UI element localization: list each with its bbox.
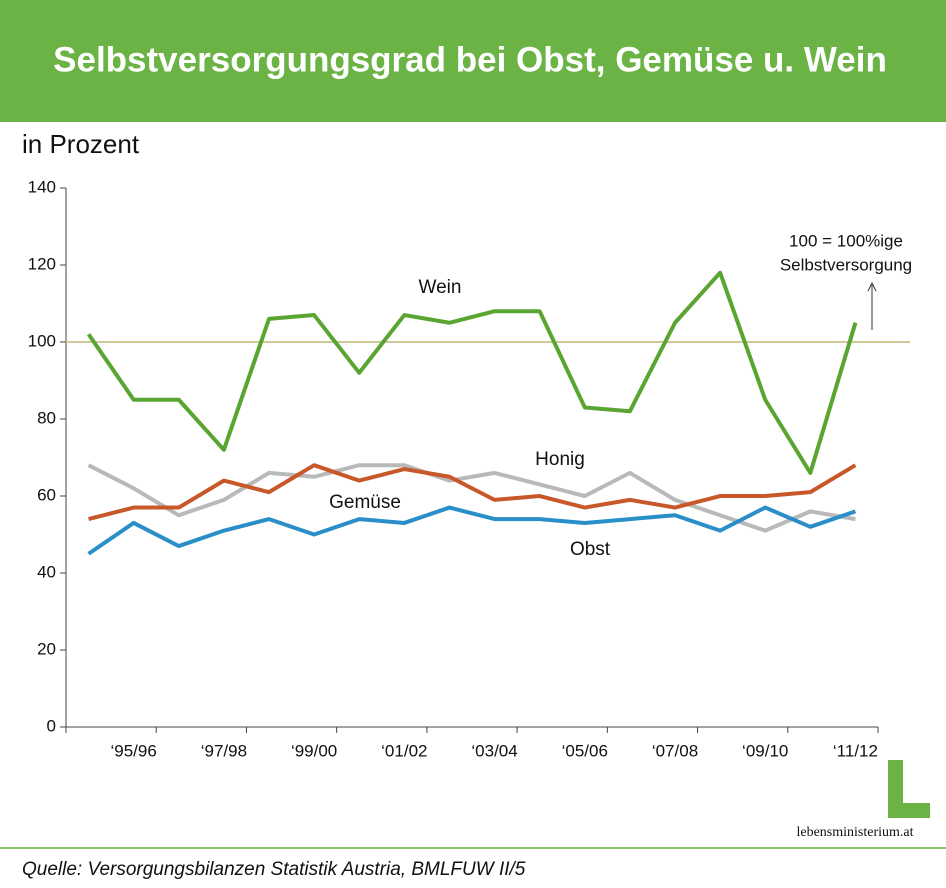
y-tick-label: 140 xyxy=(28,177,56,196)
subtitle: in Prozent xyxy=(22,129,140,159)
y-tick-label: 40 xyxy=(37,562,56,581)
logo-mark xyxy=(888,803,930,818)
logo-text: lebensministerium.at xyxy=(796,825,913,840)
x-tick-label: ‘97/98 xyxy=(201,741,247,760)
x-tick-label: ‘03/04 xyxy=(471,741,517,760)
reference-annotation: 100 = 100%ige xyxy=(789,231,903,250)
y-tick-label: 80 xyxy=(37,408,56,427)
series-label: Gemüse xyxy=(329,492,401,513)
series-line xyxy=(87,463,856,533)
y-tick-label: 60 xyxy=(37,485,56,504)
x-tick-label: ‘95/96 xyxy=(111,741,157,760)
title: Selbstversorgungsgrad bei Obst, Gemüse u… xyxy=(53,40,887,79)
annotation-arrowhead xyxy=(867,281,877,292)
y-tick-label: 120 xyxy=(28,254,56,273)
x-tick-label: ‘05/06 xyxy=(562,741,608,760)
x-tick-label: ‘09/10 xyxy=(742,741,788,760)
x-tick-label: ‘99/00 xyxy=(291,741,337,760)
x-tick-label: ‘11/12 xyxy=(833,741,878,760)
x-tick-label: ‘01/02 xyxy=(381,741,427,760)
y-tick-label: 20 xyxy=(37,639,56,658)
series-line xyxy=(87,505,857,556)
source: Quelle: Versorgungsbilanzen Statistik Au… xyxy=(22,859,526,880)
series-line xyxy=(86,270,858,475)
series-label: Honig xyxy=(535,449,585,470)
series-label: Obst xyxy=(570,539,611,560)
plot: 0 20 40 60 80 100 120 140 ‘95/96 ‘97/98 ‘99/00 ‘01/… xyxy=(28,177,913,760)
x-tick-label: ‘07/08 xyxy=(652,741,698,760)
series-line xyxy=(88,463,857,522)
series-label: Wein xyxy=(419,277,462,298)
y-tick-label: 0 xyxy=(47,716,56,735)
y-tick-label: 100 xyxy=(28,331,56,350)
reference-annotation: Selbstversorgung xyxy=(780,255,912,274)
header-band xyxy=(0,0,946,122)
